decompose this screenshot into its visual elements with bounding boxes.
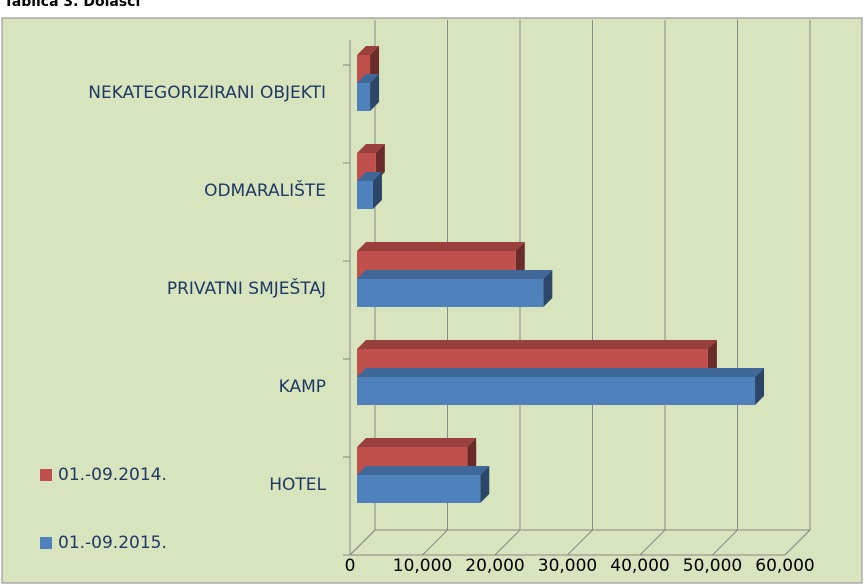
grid-floor — [712, 529, 738, 556]
y-tick-label: ODMARALIŠTE — [204, 179, 326, 201]
bar — [357, 466, 490, 503]
grid-floor — [784, 529, 811, 556]
legend-label: 01.-09.2015. — [58, 533, 167, 553]
x-tick-label: 50,000 — [683, 556, 742, 576]
x-tick-label: 10,000 — [393, 556, 452, 576]
y-tick-label: PRIVATNI SMJEŠTAJ — [167, 277, 326, 299]
bar — [357, 368, 765, 405]
legend-swatch — [40, 469, 52, 481]
bar — [357, 74, 380, 111]
y-tick-label: NEKATEGORIZIRANI OBJEKTI — [88, 83, 326, 103]
bar — [357, 172, 382, 209]
grid-floor — [494, 529, 521, 556]
x-tick-label: 60,000 — [755, 556, 814, 576]
bar — [357, 270, 553, 307]
legend-label: 01.-09.2014. — [58, 465, 167, 485]
grid-floor — [422, 529, 448, 556]
y-tick-label: HOTEL — [269, 475, 326, 495]
grid-floor — [639, 529, 666, 556]
x-tick-label: 30,000 — [538, 556, 597, 576]
x-tick-label: 0 — [345, 556, 356, 576]
y-tick-label: KAMP — [279, 377, 326, 397]
grid-floor — [349, 529, 376, 556]
x-tick-label: 40,000 — [610, 556, 669, 576]
chart-title: Tablica 3. Dolasci — [4, 0, 140, 10]
grid-floor — [567, 529, 593, 556]
x-tick-label: 20,000 — [465, 556, 524, 576]
legend-swatch — [40, 537, 52, 549]
